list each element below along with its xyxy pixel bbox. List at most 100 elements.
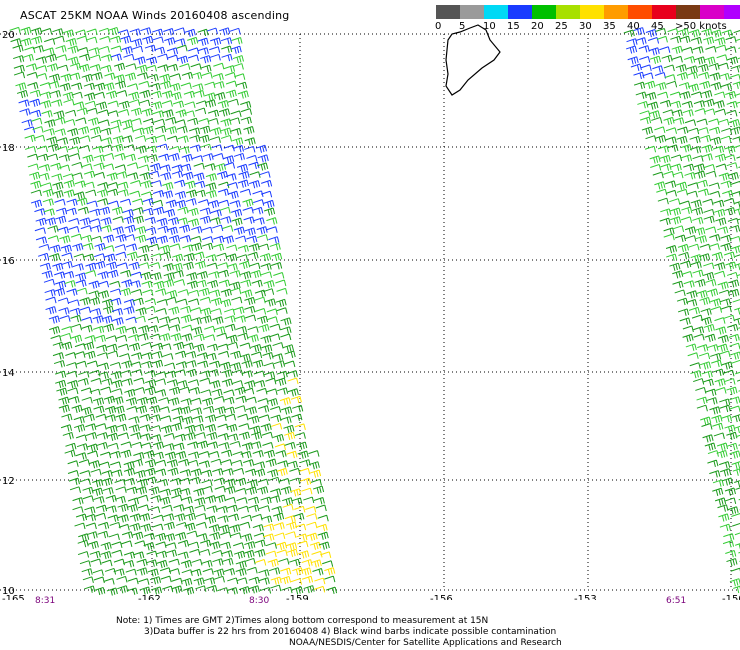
wind-barb xyxy=(194,260,206,270)
legend-label: 45 xyxy=(651,21,664,32)
wind-barb xyxy=(200,389,212,396)
wind-barb xyxy=(652,171,664,179)
wind-barb xyxy=(268,236,280,244)
wind-barb xyxy=(52,352,64,360)
wind-barb xyxy=(720,414,733,423)
wind-barb xyxy=(186,272,198,281)
wind-barb xyxy=(54,116,66,125)
wind-barb xyxy=(682,333,694,343)
wind-barb xyxy=(211,549,223,557)
wind-barb xyxy=(114,152,126,161)
wind-barb xyxy=(727,323,739,332)
wind-barb xyxy=(47,225,59,233)
wind-barb xyxy=(130,432,142,440)
wind-barb xyxy=(109,450,121,459)
wind-barb xyxy=(691,91,703,98)
wind-barb xyxy=(633,27,645,36)
wind-barb xyxy=(667,28,679,35)
wind-barb xyxy=(84,585,96,593)
wind-barb xyxy=(235,477,247,486)
wind-barb xyxy=(126,243,138,251)
wind-barb xyxy=(166,135,179,143)
wind-barb xyxy=(117,181,129,190)
wind-barb xyxy=(126,251,138,260)
wind-barb xyxy=(81,568,93,576)
wind-barb xyxy=(265,458,277,467)
wind-barb xyxy=(280,486,292,495)
wind-barb xyxy=(679,35,691,44)
wind-barb xyxy=(269,495,281,503)
wind-barb xyxy=(734,201,740,209)
wind-barb xyxy=(248,504,260,512)
wind-barb xyxy=(203,577,216,585)
wind-barb xyxy=(87,117,100,126)
wind-barb xyxy=(31,117,43,125)
wind-barb xyxy=(149,414,161,422)
wind-barb xyxy=(238,431,250,440)
wind-barb xyxy=(237,179,249,188)
wind-barb xyxy=(176,298,188,306)
note-line-2: 3)Data buffer is 22 hrs from 20160408 4)… xyxy=(144,627,557,637)
wind-barb xyxy=(250,269,262,279)
wind-barb xyxy=(214,326,226,334)
wind-barb xyxy=(68,226,80,233)
wind-barb xyxy=(190,568,202,577)
wind-barb xyxy=(289,477,301,485)
wind-barb xyxy=(81,324,93,333)
wind-barb xyxy=(163,272,175,281)
wind-barb xyxy=(719,461,731,469)
wind-barb xyxy=(289,467,301,475)
wind-barb xyxy=(703,323,715,333)
wind-barb xyxy=(127,83,139,90)
wind-barb xyxy=(152,451,164,460)
wind-barb xyxy=(663,227,675,235)
wind-barb xyxy=(293,512,305,521)
wind-barb xyxy=(170,333,182,342)
wind-barb xyxy=(52,181,64,190)
wind-barb xyxy=(173,504,185,512)
wind-barb xyxy=(723,198,735,205)
wind-barb xyxy=(663,116,675,126)
wind-barb xyxy=(178,386,191,394)
wind-barb xyxy=(694,56,706,65)
wind-barb xyxy=(221,459,233,466)
wind-barb xyxy=(137,253,149,262)
wind-barb xyxy=(105,335,118,342)
wind-barb xyxy=(137,333,149,341)
wind-barb xyxy=(672,225,685,232)
legend-label: 15 xyxy=(507,21,520,32)
wind-barb xyxy=(13,71,26,79)
wind-barb xyxy=(80,225,92,232)
wind-barb xyxy=(714,317,726,324)
wind-barb xyxy=(159,316,171,324)
wind-barb xyxy=(693,326,705,334)
wind-barb xyxy=(238,423,250,430)
wind-barb xyxy=(48,143,60,152)
wind-barb xyxy=(266,316,279,323)
wind-barb xyxy=(86,531,98,539)
wind-barb xyxy=(181,71,193,80)
wind-barb xyxy=(123,467,136,477)
wind-barb xyxy=(268,476,280,484)
wind-barb xyxy=(141,280,153,289)
wind-barb xyxy=(138,244,150,254)
wind-barb xyxy=(269,323,281,331)
wind-barb xyxy=(139,513,151,522)
wind-barb xyxy=(211,388,223,397)
wind-barb xyxy=(676,72,689,81)
wind-barb xyxy=(205,254,217,262)
wind-barb xyxy=(687,182,699,189)
wind-barb xyxy=(146,154,158,162)
wind-barb xyxy=(718,118,730,126)
wind-barb xyxy=(706,397,718,405)
wind-barb xyxy=(263,199,275,209)
wind-barb xyxy=(156,143,168,151)
wind-barb xyxy=(174,119,186,126)
wind-barb xyxy=(148,170,160,178)
wind-barb xyxy=(656,35,668,43)
wind-barb xyxy=(71,161,83,169)
wind-barb xyxy=(221,369,233,378)
wind-barb xyxy=(704,442,716,451)
wind-barb xyxy=(118,100,130,109)
wind-barb xyxy=(100,64,112,73)
